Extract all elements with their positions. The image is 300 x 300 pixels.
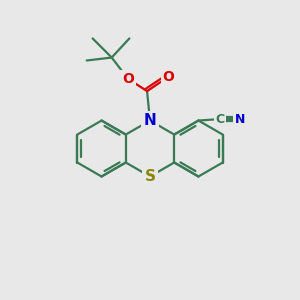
Text: O: O xyxy=(162,70,174,84)
Text: C: C xyxy=(215,112,224,126)
Text: N: N xyxy=(235,112,245,126)
Text: O: O xyxy=(122,72,134,86)
Text: S: S xyxy=(145,169,155,184)
Text: N: N xyxy=(144,113,156,128)
